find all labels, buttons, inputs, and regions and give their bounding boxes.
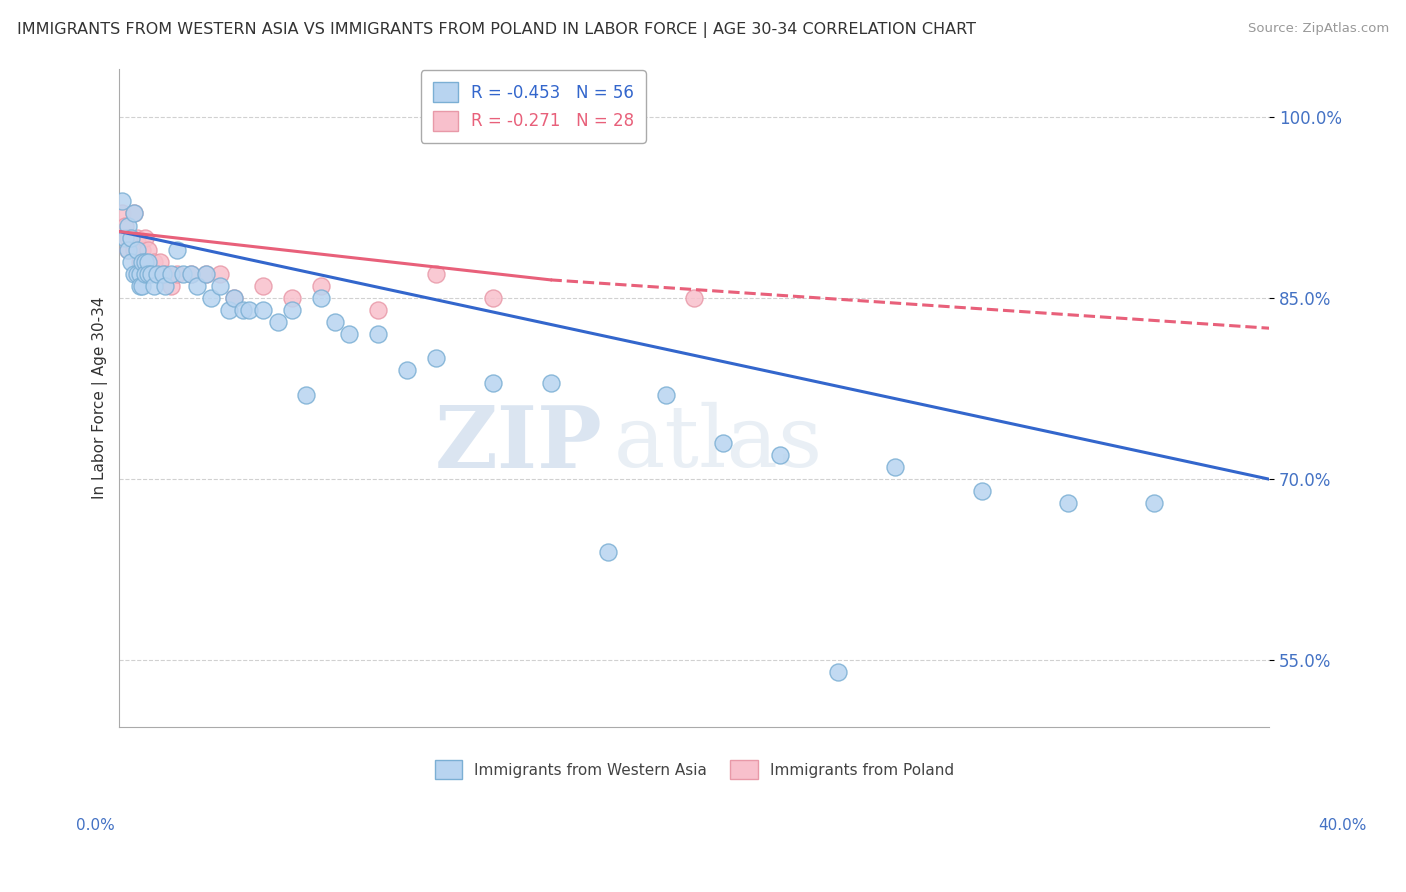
Point [166,243,188,257]
Point [180,267,202,281]
Point [134,254,156,268]
Point [323,315,346,329]
Point [160,279,183,293]
Point [884,460,907,475]
Point [146,267,169,281]
Point [172,267,194,281]
Point [224,291,246,305]
Point [134,230,156,244]
Point [281,303,304,318]
Point [295,387,318,401]
Point [136,267,159,281]
Legend: Immigrants from Western Asia, Immigrants from Poland: Immigrants from Western Asia, Immigrants… [429,754,960,785]
Point [120,230,142,244]
Point [540,376,562,390]
Point [155,279,177,293]
Text: Source: ZipAtlas.com: Source: ZipAtlas.com [1249,22,1389,36]
Point [122,267,145,281]
Point [125,267,148,281]
Text: ZIP: ZIP [434,401,602,486]
Point [769,448,792,462]
Point [180,267,202,281]
Point [367,327,389,342]
Point [309,291,332,305]
Point [131,279,153,293]
Point [1143,496,1166,510]
Point [131,254,153,268]
Point [252,279,274,293]
Point [136,243,159,257]
Point [482,376,505,390]
Point [683,291,706,305]
Point [128,254,150,268]
Point [281,291,304,305]
Y-axis label: In Labor Force | Age 30-34: In Labor Force | Age 30-34 [93,296,108,499]
Point [482,291,505,305]
Point [395,363,418,377]
Text: 40.0%: 40.0% [1319,818,1367,832]
Point [970,484,993,499]
Text: atlas: atlas [614,402,823,485]
Point [160,267,183,281]
Point [128,267,150,281]
Point [117,219,139,233]
Point [337,327,360,342]
Point [120,254,142,268]
Point [139,267,162,281]
Point [142,254,165,268]
Point [114,230,136,244]
Point [266,315,288,329]
Point [120,230,142,244]
Point [136,254,159,268]
Point [111,206,134,220]
Point [186,279,208,293]
Text: IMMIGRANTS FROM WESTERN ASIA VS IMMIGRANTS FROM POLAND IN LABOR FORCE | AGE 30-3: IMMIGRANTS FROM WESTERN ASIA VS IMMIGRAN… [17,22,976,38]
Point [596,544,619,558]
Point [1057,496,1080,510]
Point [425,267,447,281]
Point [152,267,174,281]
Point [309,279,332,293]
Point [367,303,389,318]
Point [218,303,240,318]
Point [232,303,254,318]
Point [166,267,188,281]
Point [155,267,177,281]
Point [122,206,145,220]
Point [142,279,165,293]
Point [122,206,145,220]
Point [654,387,676,401]
Point [711,436,734,450]
Point [425,351,447,366]
Point [200,291,222,305]
Point [149,254,172,268]
Point [122,243,145,257]
Point [125,230,148,244]
Point [224,291,246,305]
Point [252,303,274,318]
Point [194,267,217,281]
Point [117,243,139,257]
Point [208,267,231,281]
Point [114,219,136,233]
Point [131,243,153,257]
Point [827,665,849,680]
Point [238,303,260,318]
Point [134,267,156,281]
Text: 0.0%: 0.0% [76,818,115,832]
Point [208,279,231,293]
Point [117,243,139,257]
Point [194,267,217,281]
Point [125,243,148,257]
Point [117,230,139,244]
Point [111,194,134,209]
Point [128,279,150,293]
